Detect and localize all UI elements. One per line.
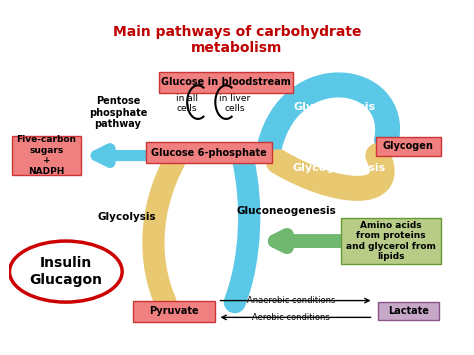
Text: Glucose in bloodstream: Glucose in bloodstream [161, 77, 291, 87]
Text: Anaerobic conditions: Anaerobic conditions [247, 296, 336, 305]
FancyBboxPatch shape [133, 301, 215, 322]
FancyBboxPatch shape [376, 137, 441, 155]
Text: in all
cells: in all cells [176, 94, 198, 113]
Text: Glycogenolysis: Glycogenolysis [292, 163, 385, 173]
FancyBboxPatch shape [159, 72, 293, 93]
FancyBboxPatch shape [341, 218, 441, 264]
FancyBboxPatch shape [146, 142, 272, 163]
Text: Lactate: Lactate [388, 306, 428, 316]
Text: in liver
cells: in liver cells [219, 94, 250, 113]
Text: Five-carbon
sugars
+
NADPH: Five-carbon sugars + NADPH [16, 136, 76, 176]
Ellipse shape [9, 241, 122, 302]
Text: Main pathways of carbohydrate
metabolism: Main pathways of carbohydrate metabolism [113, 25, 361, 55]
Text: Pentose
phosphate
pathway: Pentose phosphate pathway [89, 96, 147, 130]
Text: Glucose 6-phosphate: Glucose 6-phosphate [151, 148, 267, 158]
Text: Aerobic conditions: Aerobic conditions [252, 313, 330, 322]
Text: Pyruvate: Pyruvate [149, 306, 199, 316]
Text: Insulin
Glucagon: Insulin Glucagon [29, 256, 102, 287]
Text: Gluconeogenesis: Gluconeogenesis [237, 206, 337, 215]
Text: Glycogen: Glycogen [383, 141, 434, 151]
Text: Glycolysis: Glycolysis [97, 212, 156, 222]
FancyBboxPatch shape [12, 136, 81, 175]
Text: Glycogenesis: Glycogenesis [293, 102, 375, 112]
FancyBboxPatch shape [378, 302, 438, 321]
Text: Amino acids
from proteins
and glycerol from
lipids: Amino acids from proteins and glycerol f… [346, 221, 436, 261]
